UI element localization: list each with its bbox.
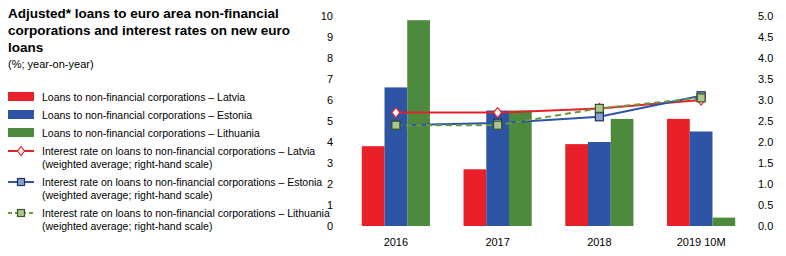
bar — [385, 87, 408, 226]
legend-label-line: (weighted average; right-hand scale) — [42, 220, 212, 232]
title: Adjusted* loans to euro area non-financi… — [8, 6, 290, 55]
y2-tick-label: 1.0 — [758, 178, 773, 190]
legend-label-line: Loans to non-financial corporations – La… — [42, 91, 245, 103]
x-tick-label: 2017 — [485, 236, 509, 248]
y2-tick-label: 3.5 — [758, 73, 773, 85]
y-tick-label: 0 — [327, 220, 333, 232]
marker — [595, 113, 603, 121]
plot-area — [362, 20, 735, 226]
legend-item: Loans to non-financial corporations – Li… — [8, 127, 260, 139]
y2-tick-label: 0.5 — [758, 199, 773, 211]
legend-label: Interest rate on loans to non-financial … — [42, 207, 330, 232]
legend-label-line: (weighted average; right-hand scale) — [42, 189, 212, 201]
legend-label-line: Interest rate on loans to non-financial … — [42, 176, 322, 188]
marker — [18, 147, 25, 156]
marker — [18, 179, 25, 186]
y2-tick-label: 5.0 — [758, 10, 773, 22]
marker — [18, 210, 25, 217]
legend-item: Loans to non-financial corporations – La… — [8, 91, 245, 103]
y-tick-label: 8 — [327, 52, 333, 64]
bar — [464, 169, 487, 226]
marker — [697, 94, 705, 102]
legend-swatch — [8, 92, 34, 101]
marker — [392, 121, 400, 129]
y-tick-label: 2 — [327, 178, 333, 190]
y2-tick-label: 2.5 — [758, 115, 773, 127]
y-tick-label: 5 — [327, 115, 333, 127]
legend-label-line: Interest rate on loans to non-financial … — [42, 145, 315, 157]
y-tick-label: 7 — [327, 73, 333, 85]
x-tick-label: 2019 10M — [677, 236, 726, 248]
bar — [690, 132, 713, 227]
legend-label: Interest rate on loans to non-financial … — [42, 145, 315, 170]
y2-tick-label: 1.5 — [758, 157, 773, 169]
legend-label: Loans to non-financial corporations – Es… — [42, 109, 252, 121]
y-tick-label: 10 — [321, 10, 333, 22]
title-line: Adjusted* loans to euro area non-financi… — [8, 6, 279, 21]
title-line: loans — [8, 40, 43, 55]
y-tick-label: 9 — [327, 31, 333, 43]
line — [396, 96, 701, 125]
marker — [494, 121, 502, 129]
title-line: corporations and interest rates on new e… — [8, 23, 290, 38]
marker — [494, 108, 502, 118]
subtitle: (%; year-on-year) — [8, 58, 94, 70]
bar — [565, 144, 588, 226]
marker — [595, 104, 603, 112]
legend-swatch — [8, 128, 34, 137]
y2-tick-label: 4.0 — [758, 52, 773, 64]
legend-label-line: Loans to non-financial corporations – Li… — [42, 127, 260, 139]
legend-item: Interest rate on loans to non-financial … — [8, 145, 315, 170]
y2-tick-label: 2.0 — [758, 136, 773, 148]
marker — [392, 108, 400, 118]
legend-swatch — [8, 110, 34, 119]
legend-label: Loans to non-financial corporations – Li… — [42, 127, 260, 139]
bar — [486, 111, 509, 227]
chart: Adjusted* loans to euro area non-financi… — [0, 0, 786, 256]
legend-label: Loans to non-financial corporations – La… — [42, 91, 245, 103]
legend-item: Loans to non-financial corporations – Es… — [8, 109, 252, 121]
bar — [362, 146, 385, 226]
y2-tick-label: 0.0 — [758, 220, 773, 232]
bar — [509, 111, 532, 227]
bar — [407, 20, 430, 226]
bar — [588, 142, 611, 226]
x-tick-label: 2018 — [587, 236, 611, 248]
y2-tick-label: 3.0 — [758, 94, 773, 106]
legend-label-line: (weighted average; right-hand scale) — [42, 158, 212, 170]
bar — [611, 119, 634, 226]
marker — [595, 103, 603, 113]
y2-tick-label: 4.5 — [758, 31, 773, 43]
x-tick-label: 2016 — [384, 236, 408, 248]
bar — [667, 119, 690, 226]
legend-item: Interest rate on loans to non-financial … — [8, 207, 330, 232]
legend-label-line: Interest rate on loans to non-financial … — [42, 207, 330, 219]
legend-label: Interest rate on loans to non-financial … — [42, 176, 322, 201]
line — [396, 98, 701, 125]
legend-label-line: Loans to non-financial corporations – Es… — [42, 109, 252, 121]
y-tick-label: 4 — [327, 136, 333, 148]
legend-item: Interest rate on loans to non-financial … — [8, 176, 322, 201]
y-tick-label: 6 — [327, 94, 333, 106]
bar — [712, 218, 735, 226]
y-tick-label: 3 — [327, 157, 333, 169]
marker — [392, 121, 400, 129]
